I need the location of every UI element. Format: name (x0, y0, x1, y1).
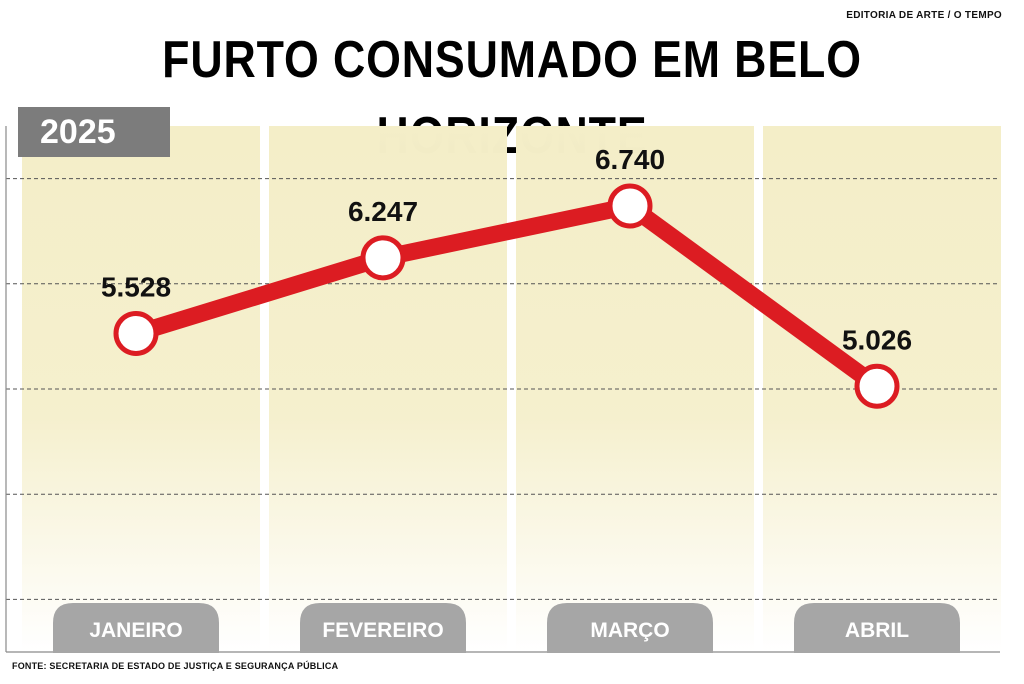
month-pill (300, 603, 466, 653)
month-label: JANEIRO (89, 619, 182, 642)
month-pill (53, 603, 219, 653)
month-label: FEVEREIRO (322, 619, 443, 642)
data-point-marker (113, 310, 159, 356)
data-point-marker (607, 183, 653, 229)
credit-line: EDITORIA DE ARTE / O TEMPO (846, 10, 1002, 21)
data-value-label: 6.247 (348, 196, 418, 227)
month-pill (547, 603, 713, 653)
month-label: ABRIL (845, 619, 909, 642)
data-value-label: 5.528 (101, 271, 171, 302)
series-line (127, 197, 886, 395)
year-badge: 2025 (18, 107, 170, 157)
data-value-label: 6.740 (595, 144, 665, 175)
source-note: FONTE: SECRETARIA DE ESTADO DE JUSTIÇA E… (12, 661, 339, 671)
month-label: MARÇO (590, 619, 669, 642)
data-point-marker (360, 235, 406, 281)
data-value-label: 5.026 (842, 324, 912, 355)
month-pill (794, 603, 960, 653)
data-point-marker (854, 363, 900, 409)
